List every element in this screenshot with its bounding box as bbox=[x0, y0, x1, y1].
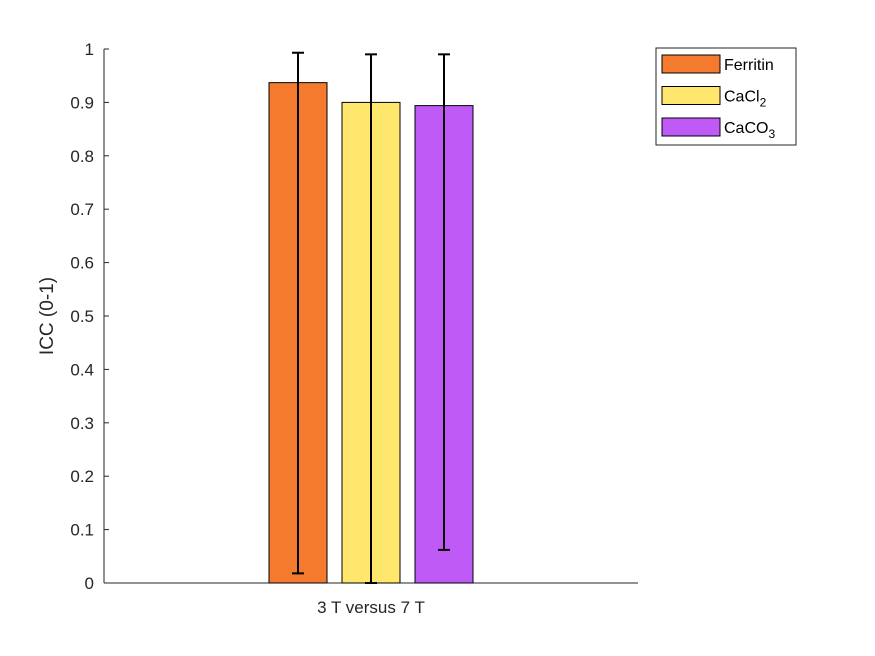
x-tick-labels: 3 T versus 7 T bbox=[317, 598, 425, 617]
legend: Ferritin CaCl2 CaCO3 bbox=[655, 47, 797, 146]
y-tick-label: 0.9 bbox=[70, 93, 94, 112]
error-bars bbox=[292, 51, 450, 584]
y-tick-label: 0.3 bbox=[70, 414, 94, 433]
legend-swatch-caco3 bbox=[661, 117, 721, 137]
legend-label-caco3: CaCO3 bbox=[724, 120, 775, 141]
legend-label-ferritin: Ferritin bbox=[724, 57, 774, 74]
y-tick-label: 0.2 bbox=[70, 467, 94, 486]
y-tick-label: 0.5 bbox=[70, 307, 94, 326]
y-tick-label: 0.1 bbox=[70, 521, 94, 540]
y-tick-labels: 0 0.1 0.2 0.3 0.4 0.5 0.6 0.7 0.8 0.9 1 bbox=[70, 40, 94, 593]
legend-swatch-cacl2 bbox=[661, 86, 721, 105]
y-tick-label: 1 bbox=[85, 40, 94, 59]
legend-swatch-ferritin bbox=[661, 54, 721, 74]
legend-label-cacl2: CaCl2 bbox=[724, 89, 767, 110]
y-tick-label: 0 bbox=[85, 574, 94, 593]
y-tick-label: 0.4 bbox=[70, 360, 94, 379]
x-tick-label: 3 T versus 7 T bbox=[317, 598, 425, 617]
y-tick-label: 0.6 bbox=[70, 254, 94, 273]
y-tick-label: 0.7 bbox=[70, 200, 94, 219]
y-tick-label: 0.8 bbox=[70, 147, 94, 166]
y-axis-label: ICC (0-1) bbox=[37, 277, 58, 355]
